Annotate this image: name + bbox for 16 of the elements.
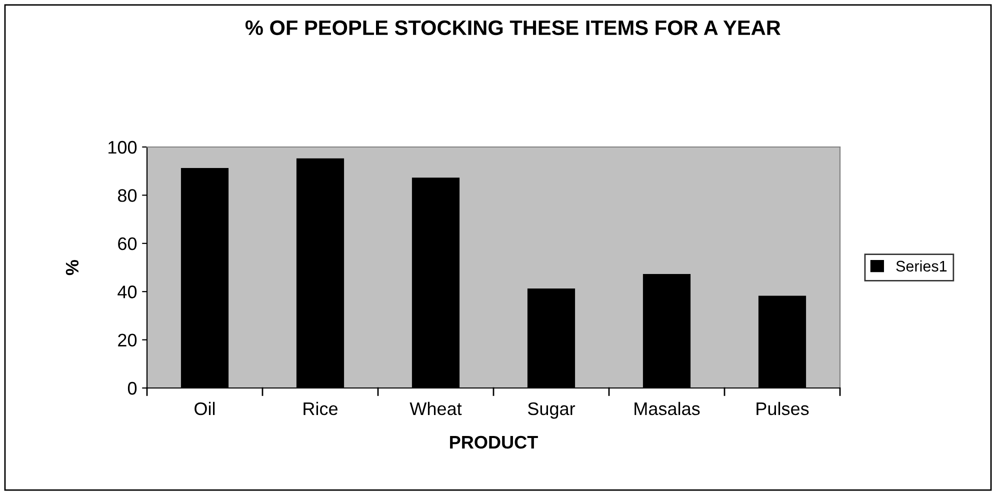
legend-label: Series1 (896, 260, 947, 272)
y-tick-label: 100 (108, 140, 137, 154)
x-tick-label: Rice (304, 402, 338, 416)
y-tick-label: 40 (118, 286, 137, 298)
y-axis-title: % (66, 260, 79, 276)
y-tick-label: 60 (118, 237, 137, 250)
y-tick-label: 20 (118, 334, 137, 347)
x-tick-label: Pulses (756, 402, 809, 416)
x-tick-label: Sugar (528, 402, 576, 419)
y-tick-label: 80 (118, 189, 137, 202)
x-axis-title: PRODUCT (450, 436, 538, 449)
x-tick-label: Wheat (410, 402, 462, 416)
y-tick-label: 0 (128, 382, 137, 395)
chart-title: % OF PEOPLE STOCKING THESE ITEMS FOR A YEAR (245, 20, 780, 36)
x-tick-label: Masalas (634, 402, 700, 416)
x-tick-label: Oil (194, 402, 215, 416)
